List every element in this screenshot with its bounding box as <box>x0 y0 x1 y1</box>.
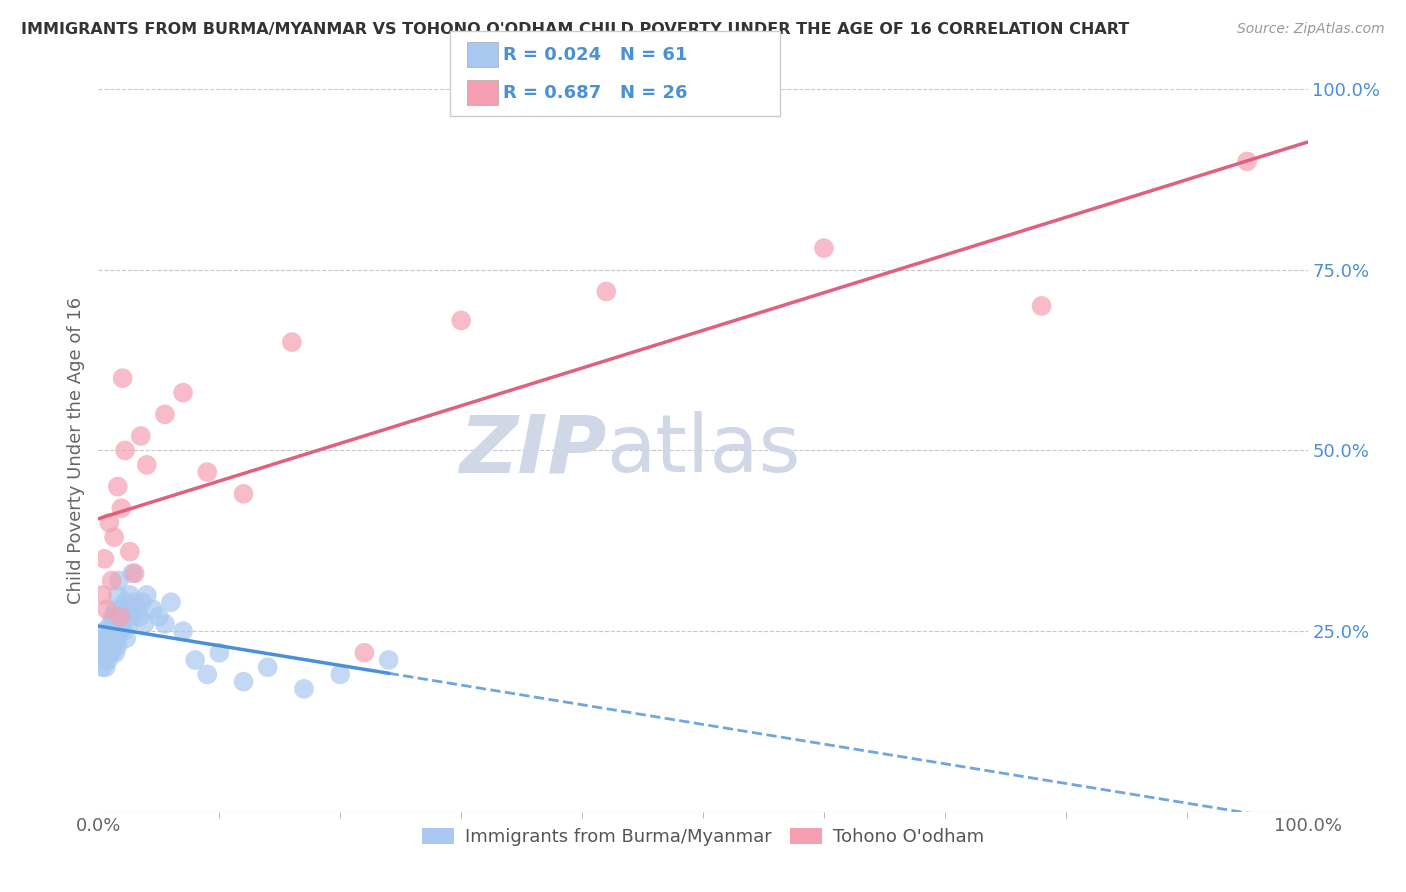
Y-axis label: Child Poverty Under the Age of 16: Child Poverty Under the Age of 16 <box>66 297 84 604</box>
Point <box>118 588 141 602</box>
Point <box>101 639 124 653</box>
Point <box>94 660 117 674</box>
Point <box>100 624 122 639</box>
Point <box>121 566 143 581</box>
Point <box>329 667 352 681</box>
Point <box>104 646 127 660</box>
Point <box>131 595 153 609</box>
Point <box>813 241 835 255</box>
Point <box>111 602 134 616</box>
Point <box>90 646 112 660</box>
Point <box>91 653 114 667</box>
Point <box>97 653 120 667</box>
Point <box>105 609 128 624</box>
Text: IMMIGRANTS FROM BURMA/MYANMAR VS TOHONO O'ODHAM CHILD POVERTY UNDER THE AGE OF 1: IMMIGRANTS FROM BURMA/MYANMAR VS TOHONO … <box>21 22 1129 37</box>
Point <box>112 624 135 639</box>
Point <box>450 313 472 327</box>
Text: R = 0.687   N = 26: R = 0.687 N = 26 <box>503 84 688 102</box>
Point <box>232 674 254 689</box>
Point <box>114 443 136 458</box>
Point <box>184 653 207 667</box>
Point <box>114 595 136 609</box>
Point <box>124 595 146 609</box>
Point <box>353 646 375 660</box>
Point <box>98 624 121 639</box>
Point <box>93 632 115 646</box>
Point <box>93 646 115 660</box>
Text: ZIP: ZIP <box>458 411 606 490</box>
Point <box>208 646 231 660</box>
Point <box>110 616 132 631</box>
Point <box>107 480 129 494</box>
Point <box>94 639 117 653</box>
Point <box>111 371 134 385</box>
Point <box>292 681 315 696</box>
Point <box>108 609 131 624</box>
Point <box>104 602 127 616</box>
Point <box>128 609 150 624</box>
Point <box>172 385 194 400</box>
Text: atlas: atlas <box>606 411 800 490</box>
Point <box>91 639 114 653</box>
Point <box>127 602 149 616</box>
Point <box>195 667 218 681</box>
Point <box>281 334 304 349</box>
Point <box>135 588 157 602</box>
Point <box>98 516 121 530</box>
Point <box>103 632 125 646</box>
Point <box>134 616 156 631</box>
Point <box>153 407 176 421</box>
Point <box>96 632 118 646</box>
Point <box>108 609 131 624</box>
Point <box>256 660 278 674</box>
Point <box>148 609 170 624</box>
Point <box>117 602 139 616</box>
Point <box>103 530 125 544</box>
Point <box>108 624 131 639</box>
Point <box>91 660 114 674</box>
Point <box>96 646 118 660</box>
Point <box>135 458 157 472</box>
Point <box>105 632 128 646</box>
Point <box>118 544 141 558</box>
Point <box>110 501 132 516</box>
Point <box>107 588 129 602</box>
Point <box>142 602 165 616</box>
Point <box>103 616 125 631</box>
Point <box>595 285 617 299</box>
Point <box>153 616 176 631</box>
Point <box>98 646 121 660</box>
Point <box>232 487 254 501</box>
Point <box>93 624 115 639</box>
Text: Source: ZipAtlas.com: Source: ZipAtlas.com <box>1237 22 1385 37</box>
Point <box>118 616 141 631</box>
Point <box>108 574 131 588</box>
Point <box>96 602 118 616</box>
Point <box>160 595 183 609</box>
Point <box>377 653 399 667</box>
Text: R = 0.024   N = 61: R = 0.024 N = 61 <box>503 45 688 63</box>
Point <box>100 616 122 631</box>
Point <box>101 609 124 624</box>
Point <box>93 551 115 566</box>
Point <box>124 566 146 581</box>
Point <box>97 639 120 653</box>
Legend: Immigrants from Burma/Myanmar, Tohono O'odham: Immigrants from Burma/Myanmar, Tohono O'… <box>415 821 991 854</box>
Point <box>100 646 122 660</box>
Point <box>120 609 142 624</box>
Point <box>195 465 218 479</box>
Point <box>91 588 114 602</box>
Point <box>1236 154 1258 169</box>
Point <box>100 639 122 653</box>
Point <box>100 574 122 588</box>
Point <box>172 624 194 639</box>
Point <box>107 639 129 653</box>
Point <box>1031 299 1053 313</box>
Point <box>129 429 152 443</box>
Point <box>115 632 138 646</box>
